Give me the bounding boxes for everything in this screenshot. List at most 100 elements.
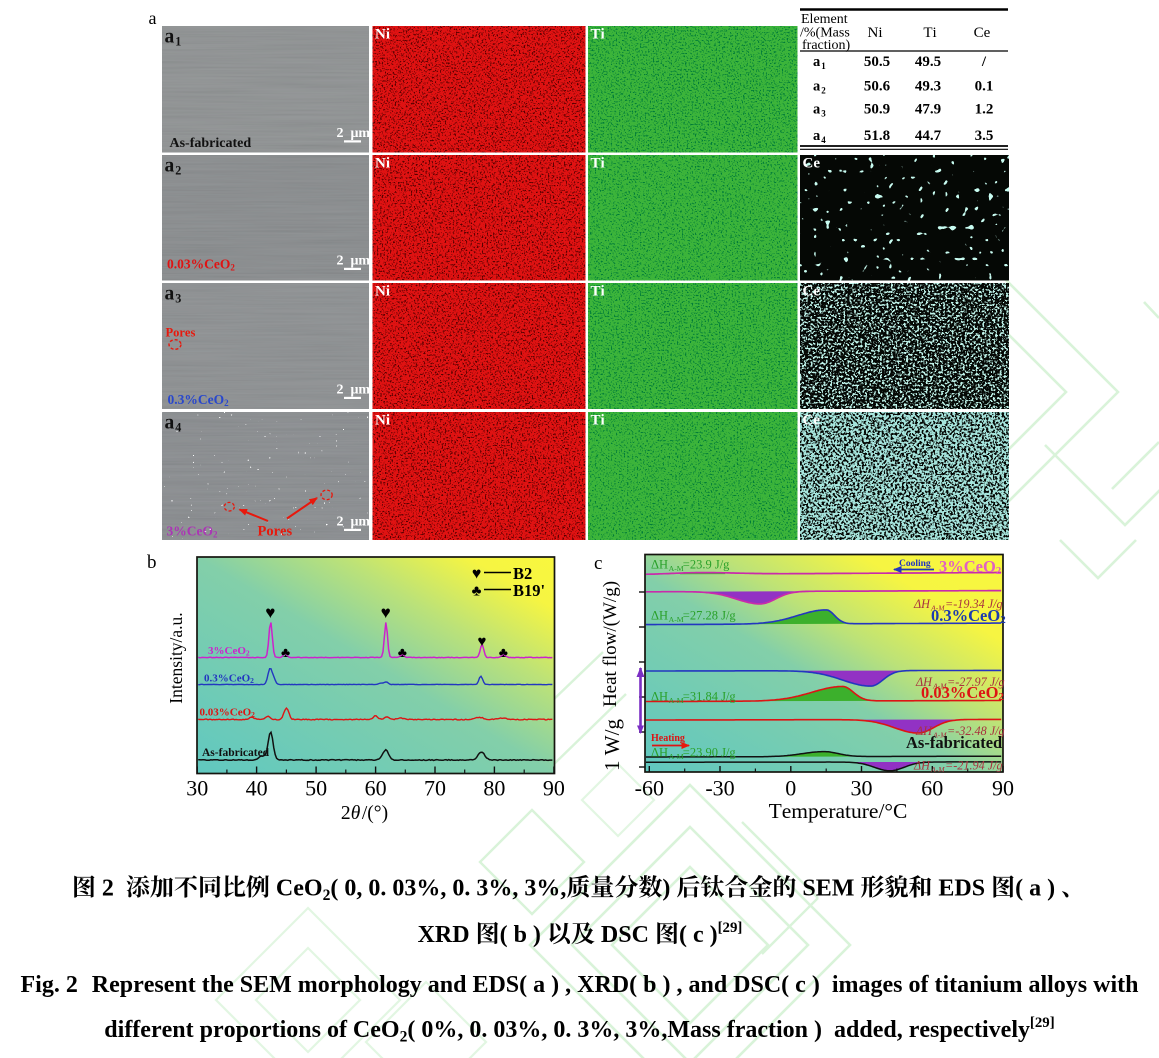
svg-text:=23.90 J/g: =23.90 J/g bbox=[683, 746, 737, 760]
svg-text:ΔH: ΔH bbox=[651, 690, 668, 704]
svg-text:3: 3 bbox=[821, 109, 826, 119]
svg-text:1: 1 bbox=[821, 61, 826, 71]
svg-text:-30: -30 bbox=[705, 776, 734, 801]
svg-text:=31.84 J/g: =31.84 J/g bbox=[683, 690, 737, 704]
svg-text:A-M: A-M bbox=[669, 696, 684, 705]
svg-text:Ti: Ti bbox=[591, 413, 605, 429]
svg-text:♥: ♥ bbox=[265, 603, 275, 622]
svg-text:2: 2 bbox=[323, 887, 331, 904]
svg-text:XRD: XRD bbox=[418, 922, 476, 948]
svg-text:Fig. 2: Fig. 2 bbox=[21, 972, 78, 998]
svg-text:3: 3 bbox=[175, 292, 181, 306]
svg-text:DSC: DSC bbox=[595, 922, 655, 948]
svg-text:90: 90 bbox=[543, 776, 565, 801]
svg-text:4: 4 bbox=[821, 135, 826, 145]
svg-text:): ) bbox=[662, 876, 676, 902]
svg-text:3.5: 3.5 bbox=[975, 128, 994, 144]
svg-text:0.1: 0.1 bbox=[975, 79, 994, 95]
svg-text:/%(Mass: /%(Mass bbox=[800, 26, 850, 41]
svg-text:90: 90 bbox=[992, 776, 1014, 801]
svg-text:60: 60 bbox=[921, 776, 943, 801]
svg-text:2: 2 bbox=[213, 530, 218, 540]
svg-text:49.3: 49.3 bbox=[915, 79, 941, 95]
svg-text:As-fabricated: As-fabricated bbox=[906, 733, 1002, 752]
svg-text:30: 30 bbox=[186, 776, 208, 801]
svg-text:A-M: A-M bbox=[932, 731, 947, 740]
svg-text:2: 2 bbox=[341, 803, 351, 824]
svg-text:Ni: Ni bbox=[868, 25, 883, 41]
svg-text:♣: ♣ bbox=[281, 646, 290, 661]
svg-text:1: 1 bbox=[175, 35, 181, 49]
svg-text:♣: ♣ bbox=[398, 646, 407, 661]
svg-text:Cooling: Cooling bbox=[899, 559, 931, 569]
svg-text:=-32.48 J/g: =-32.48 J/g bbox=[947, 724, 1005, 738]
svg-text:4: 4 bbox=[175, 421, 181, 435]
svg-text:A-M: A-M bbox=[669, 615, 684, 624]
svg-text:2: 2 bbox=[251, 710, 255, 719]
svg-text:( 0, 0. 03%, 0. 3%, 3%,: ( 0, 0. 03%, 0. 3%, 3%, bbox=[330, 876, 566, 902]
svg-text:fraction): fraction) bbox=[802, 38, 851, 53]
svg-text:Ti: Ti bbox=[923, 25, 936, 41]
svg-text:2: 2 bbox=[96, 876, 114, 902]
svg-text:♥: ♥ bbox=[381, 603, 391, 622]
svg-text:Ni: Ni bbox=[375, 27, 390, 43]
svg-text:2: 2 bbox=[224, 398, 229, 408]
svg-text:0: 0 bbox=[785, 776, 796, 801]
svg-text:b: b bbox=[147, 552, 157, 573]
svg-text:A-M: A-M bbox=[932, 682, 947, 691]
svg-text:3%CeO: 3%CeO bbox=[208, 645, 246, 657]
svg-text:ΔH: ΔH bbox=[651, 558, 668, 572]
svg-text:2: 2 bbox=[1000, 614, 1006, 626]
svg-text:♣: ♣ bbox=[499, 646, 508, 661]
svg-text:c: c bbox=[594, 553, 602, 574]
svg-text:2 μm: 2 μm bbox=[337, 126, 371, 141]
svg-text:=27.28 J/g: =27.28 J/g bbox=[683, 609, 737, 623]
svg-text:Ti: Ti bbox=[591, 156, 605, 172]
svg-text:80: 80 bbox=[483, 776, 505, 801]
svg-text:ΔH: ΔH bbox=[913, 759, 931, 773]
svg-text:Pores: Pores bbox=[166, 326, 196, 340]
svg-text:As-fabricated: As-fabricated bbox=[202, 747, 270, 759]
svg-text:0.3%CeO: 0.3%CeO bbox=[168, 392, 225, 407]
svg-text:B2: B2 bbox=[513, 564, 532, 583]
svg-text:47.9: 47.9 bbox=[915, 102, 941, 118]
svg-text:1.2: 1.2 bbox=[975, 102, 994, 118]
svg-text:30: 30 bbox=[851, 776, 873, 801]
svg-text:CeO: CeO bbox=[270, 876, 323, 902]
svg-text:( b ): ( b ) bbox=[500, 922, 547, 948]
svg-text:2: 2 bbox=[821, 86, 826, 96]
svg-text:A-M: A-M bbox=[930, 604, 945, 613]
svg-text:Heating: Heating bbox=[651, 733, 685, 744]
svg-text:a: a bbox=[165, 284, 175, 305]
svg-text:a: a bbox=[165, 27, 175, 48]
svg-text:2: 2 bbox=[998, 691, 1004, 703]
svg-text:Ce: Ce bbox=[803, 413, 821, 429]
svg-text:( 0%, 0. 03%, 0. 3%, 3%,Mass f: ( 0%, 0. 03%, 0. 3%, 3%,Mass fraction ) … bbox=[407, 1017, 1030, 1043]
svg-text:different proportions of CeO: different proportions of CeO bbox=[104, 1017, 399, 1043]
svg-text:=-19.34 J/g: =-19.34 J/g bbox=[945, 597, 1003, 611]
svg-text:3%CeO: 3%CeO bbox=[939, 557, 996, 576]
svg-text:Temperature/°C: Temperature/°C bbox=[769, 799, 908, 823]
svg-text:-60: -60 bbox=[635, 776, 664, 801]
svg-text:As-fabricated: As-fabricated bbox=[170, 136, 252, 151]
svg-text:a: a bbox=[149, 8, 157, 28]
svg-text:=-27.97 J/g: =-27.97 J/g bbox=[947, 675, 1005, 689]
svg-text:Ce: Ce bbox=[803, 156, 821, 172]
svg-text:( a ): ( a ) bbox=[1015, 876, 1061, 902]
svg-text:Ni: Ni bbox=[375, 413, 390, 429]
svg-text:/: / bbox=[981, 54, 987, 70]
svg-text:/(°): /(°) bbox=[362, 803, 388, 824]
svg-text:0.3%CeO: 0.3%CeO bbox=[931, 606, 1000, 625]
svg-text:50: 50 bbox=[305, 776, 327, 801]
svg-text:B19': B19' bbox=[513, 581, 545, 600]
svg-text:Ni: Ni bbox=[375, 284, 390, 300]
svg-text:Ti: Ti bbox=[591, 27, 605, 43]
svg-text:44.7: 44.7 bbox=[915, 128, 942, 144]
svg-text:θ: θ bbox=[351, 803, 361, 824]
svg-text:a: a bbox=[813, 102, 821, 118]
svg-text:2: 2 bbox=[996, 565, 1002, 577]
svg-text:3%CeO: 3%CeO bbox=[167, 524, 214, 539]
svg-text:50.9: 50.9 bbox=[864, 102, 890, 118]
svg-text:Intensity/a.u.: Intensity/a.u. bbox=[166, 612, 186, 703]
svg-text:EDS: EDS bbox=[932, 876, 991, 902]
